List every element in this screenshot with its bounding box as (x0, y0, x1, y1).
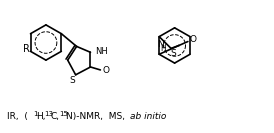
Text: 13: 13 (44, 111, 53, 117)
Text: S: S (170, 49, 176, 58)
Text: N)-NMR,  MS,: N)-NMR, MS, (66, 112, 125, 121)
Text: R: R (23, 44, 30, 54)
Text: O: O (102, 66, 109, 75)
Text: IR,  (: IR, ( (7, 112, 28, 121)
Text: NH: NH (95, 47, 108, 56)
Text: H: H (160, 44, 166, 53)
Text: 15: 15 (59, 111, 68, 117)
Text: 1: 1 (33, 111, 38, 117)
Text: O: O (190, 35, 197, 44)
Text: S: S (70, 76, 76, 85)
Text: ab initio: ab initio (130, 112, 166, 121)
Text: N: N (157, 40, 164, 49)
Text: C,: C, (51, 112, 60, 121)
Text: H,: H, (36, 112, 45, 121)
